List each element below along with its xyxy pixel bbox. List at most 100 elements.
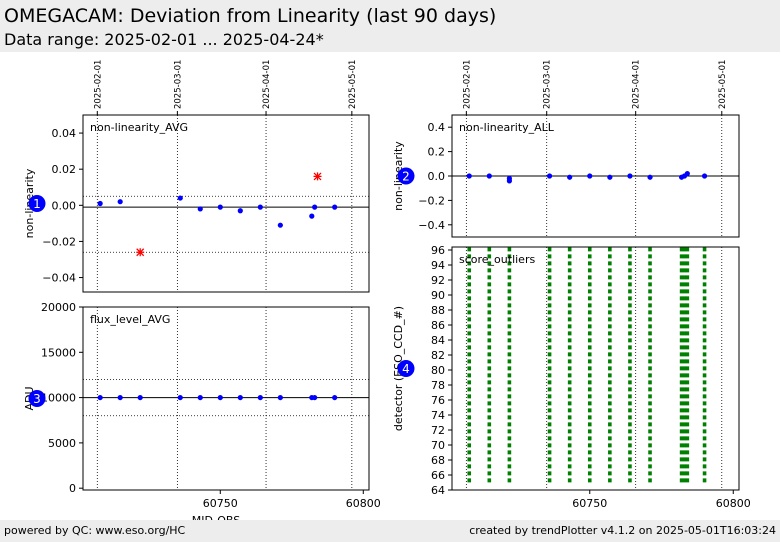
panel1-data-point-0 [97,200,103,207]
panel1-panel-label: non-linearity_AVG [90,121,188,134]
panel1-badge-number: 1 [33,197,41,211]
panel2-date-tick-label-3: 2025-05-01 [718,60,728,109]
panel4-ytick-label-4: 72 [431,424,445,437]
panel1-outlier-point-0 [136,248,145,257]
panel3-data-point-3 [177,394,183,401]
panel1-ytick-label-3: −0.02 [42,235,76,248]
panel3-xtick-label-0: 60750 [203,497,238,510]
panel4-ytick-label-5: 74 [431,409,445,422]
panel1-date-tick-label-1: 2025-03-01 [173,60,183,109]
panel4-ytick-label-6: 76 [431,394,445,407]
panel2-data-point-3 [506,178,512,184]
panel3-data-point-0 [97,394,103,401]
panel4-ytick-label-12: 88 [431,304,445,317]
panel3-data-point-5 [217,394,223,401]
panel1-ytick-label-2: 0.00 [52,199,77,212]
page-subtitle: Data range: 2025-02-01 ... 2025-04-24* [4,30,324,49]
panel4-badge-number: 4 [402,362,410,376]
panel2-data-point-1 [486,173,492,179]
page-title: OMEGACAM: Deviation from Linearity (last… [4,5,497,27]
panel1-date-tick-label-2: 2025-04-01 [262,60,272,109]
panel4-xtick-label-0: 60750 [572,497,607,510]
panel1-badge-circle [28,195,46,212]
panel1-ytick-label-0: 0.04 [52,127,77,140]
panel2-data-point-7 [607,174,613,180]
panel1-ytick-label-4: −0.04 [42,272,76,285]
panel4-ytick-label-13: 90 [431,289,445,302]
panel1-outlier-point-1 [313,172,322,181]
panel3-data-point-8 [277,394,283,401]
panel1-data-point-4 [217,204,223,210]
panel4-frame [451,246,740,491]
panel4-ytick-label-15: 94 [431,259,445,272]
panel3-ytick-label-4: 0 [69,482,76,495]
panel3-data-point-6 [237,394,243,401]
panel3-data-point-11 [332,394,338,401]
panel4-ytick-label-10: 84 [431,334,445,347]
panel3-panel-label: flux_level_AVG [90,313,170,326]
panel2-data-point-13 [701,173,708,179]
panel1-ytick-label-1: 0.02 [52,163,77,176]
panel4-ytick-label-1: 66 [431,469,445,482]
panel1-data-point-9 [312,204,318,210]
panel4-panel-label: score_outliers [459,253,535,266]
panel3-data-point-1 [117,394,123,401]
panel4-ytick-label-8: 80 [431,364,445,377]
header-bar: OMEGACAM: Deviation from Linearity (last… [0,0,780,52]
panel2-data-point-8 [627,173,633,179]
panel1-data-point-8 [309,213,315,219]
panel2-ytick-label-2: 0.0 [428,170,446,183]
panel4-ytick-label-7: 78 [431,379,445,392]
panel4-ytick-label-16: 96 [431,244,445,257]
panel2-data-point-6 [587,173,593,179]
panel2-badge-circle [397,167,415,185]
panel1-data-point-7 [277,222,283,228]
panel1-date-tick-label-3: 2025-05-01 [348,60,358,109]
panel3-data-point-2 [137,394,143,401]
panel2-data-point-0 [466,173,472,179]
panel4-xtick-label-1: 60800 [716,497,751,510]
panel1-frame [82,114,370,293]
panel4-ytick-label-0: 64 [431,484,445,497]
panel2-badge-number: 2 [402,170,410,184]
panel3-ytick-label-2: 10000 [41,392,76,405]
panel3-data-point-4 [197,394,203,401]
panel2-date-tick-label-2: 2025-04-01 [632,60,642,109]
panel1-data-point-10 [332,204,338,210]
footer-created-by: created by trendPlotter v4.1.2 on 2025-0… [469,524,776,537]
panel2-data-point-4 [546,173,553,179]
panel1-data-point-2 [177,195,183,201]
panel1-data-point-6 [257,204,263,210]
panel2-ytick-label-0: 0.4 [428,121,446,134]
panel2-data-point-12 [684,170,690,177]
panel4-ytick-label-3: 70 [431,439,445,452]
panel2-ytick-label-1: 0.2 [428,146,446,159]
footer-bar: powered by QC: www.eso.org/HC created by… [0,520,780,542]
panel2-ytick-label-4: −0.4 [418,219,445,232]
panel2-data-point-5 [567,174,573,180]
panel2-date-tick-label-0: 2025-02-01 [462,60,472,109]
panel1-data-point-5 [237,208,243,214]
panel2-ytick-label-3: −0.2 [418,194,445,207]
panel1-data-point-3 [197,206,203,212]
panel3-data-point-10 [312,394,318,401]
panel3-frame [82,306,370,491]
panel4-ytick-label-11: 86 [431,319,445,332]
panel1-date-tick-label-0: 2025-02-01 [93,60,103,109]
panel4-ytick-label-2: 68 [431,454,445,467]
panel2-data-point-9 [647,174,653,180]
panel2-panel-label: non-linearity_ALL [459,121,555,134]
panel3-xtick-label-1: 60800 [346,497,381,510]
panel3-ytick-label-1: 15000 [41,346,76,359]
panel4-ytick-label-14: 92 [431,274,445,287]
panel4-badge-circle [397,360,415,377]
footer-powered-by: powered by QC: www.eso.org/HC [4,524,186,537]
panel2-date-tick-label-1: 2025-03-01 [543,60,553,109]
panel3-ytick-label-0: 20000 [41,301,76,314]
panel3-ytick-label-3: 5000 [48,437,76,450]
panel3-badge-circle [28,390,46,407]
panel4-ytick-label-9: 82 [431,349,445,362]
panel3-data-point-7 [257,394,263,401]
panel1-data-point-1 [117,199,123,205]
